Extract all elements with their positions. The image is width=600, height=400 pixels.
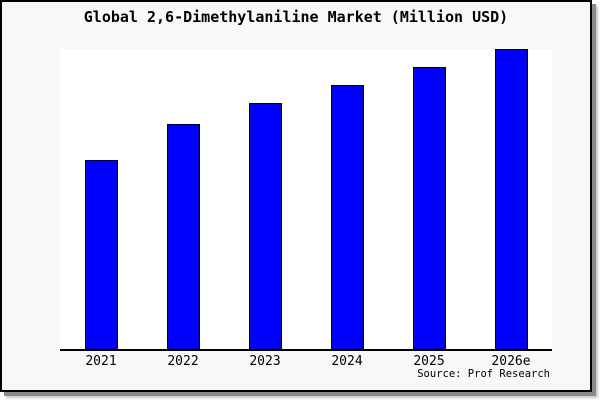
x-tick-label-2023: 2023 [249,354,281,369]
plot-area [60,49,552,351]
chart-title: Global 2,6-Dimethylaniline Market (Milli… [83,8,509,26]
bars-row [60,49,552,349]
bar-slot [224,49,306,349]
source-credit: Source: Prof Research [417,368,550,380]
bar-slot [388,49,470,349]
bar-2021 [84,160,118,349]
bar-slot [142,49,224,349]
bar-2025 [412,67,446,349]
x-tick-label-2024: 2024 [331,354,363,369]
chart-frame: Global 2,6-Dimethylaniline Market (Milli… [0,0,592,392]
bar-slot [470,49,552,349]
bar-slot [306,49,388,349]
bar-2022 [166,124,200,349]
bar-slot [60,49,142,349]
bar-2023 [248,103,282,349]
x-axis-labels: 2021 2022 2023 2024 2025 2026e [60,354,552,369]
x-tick-label-2022: 2022 [167,354,199,369]
x-tick-label-2021: 2021 [85,354,117,369]
bar-2024 [330,85,364,349]
bar-2026e [494,49,528,349]
x-tick-label-2026e: 2026e [491,354,531,369]
x-tick-label-2025: 2025 [413,354,445,369]
